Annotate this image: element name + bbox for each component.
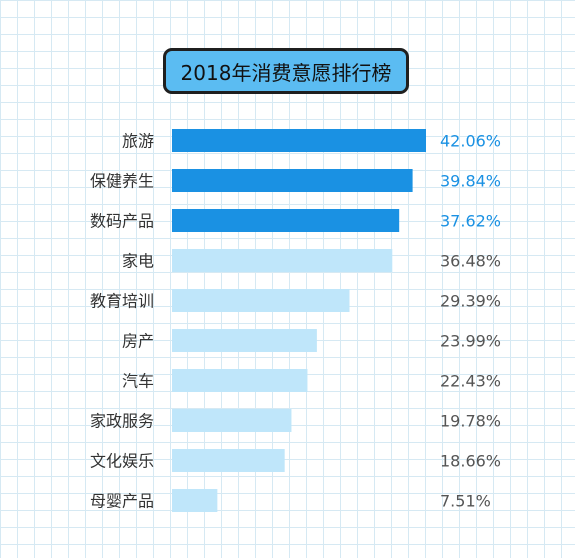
bar xyxy=(172,169,413,192)
category-label: 房产 xyxy=(122,332,154,351)
category-label: 数码产品 xyxy=(90,212,154,231)
value-label: 37.62% xyxy=(440,212,501,231)
value-label: 36.48% xyxy=(440,252,501,271)
value-label: 7.51% xyxy=(440,492,491,511)
category-label: 文化娱乐 xyxy=(90,452,154,471)
bar xyxy=(172,129,426,152)
bar xyxy=(172,409,292,432)
bar xyxy=(172,369,308,392)
bar xyxy=(172,449,285,472)
bar xyxy=(172,289,350,312)
value-label: 22.43% xyxy=(440,372,501,391)
category-label: 家政服务 xyxy=(90,412,154,431)
category-label: 旅游 xyxy=(122,132,154,151)
bar xyxy=(172,489,218,512)
value-label: 42.06% xyxy=(440,132,501,151)
value-label: 18.66% xyxy=(440,452,501,471)
bar xyxy=(172,249,393,272)
bar xyxy=(172,329,317,352)
value-label: 39.84% xyxy=(440,172,501,191)
category-label: 母婴产品 xyxy=(90,492,154,511)
category-label: 汽车 xyxy=(122,372,154,391)
category-label: 保健养生 xyxy=(90,172,154,191)
value-label: 29.39% xyxy=(440,292,501,311)
chart-title: 2018年消费意愿排行榜 xyxy=(163,48,409,94)
value-label: 19.78% xyxy=(440,412,501,431)
value-label: 23.99% xyxy=(440,332,501,351)
category-label: 家电 xyxy=(122,252,154,271)
category-label: 教育培训 xyxy=(90,292,154,311)
bar xyxy=(172,209,400,232)
